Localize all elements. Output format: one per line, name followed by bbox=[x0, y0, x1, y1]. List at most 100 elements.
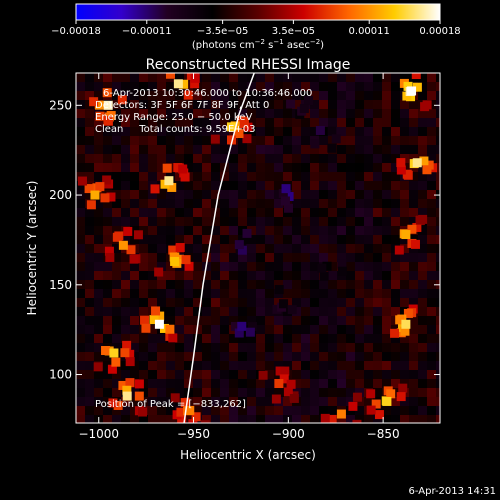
heatmap-cell bbox=[310, 100, 319, 109]
heatmap-hot-cell bbox=[386, 389, 396, 399]
heatmap-cell bbox=[346, 262, 355, 271]
heatmap-cell bbox=[139, 217, 148, 226]
heatmap-cell bbox=[184, 235, 193, 244]
heatmap-cell bbox=[319, 316, 328, 325]
heatmap-cell bbox=[364, 226, 373, 235]
heatmap-cell bbox=[139, 226, 148, 235]
colorbar-tick-label: 0.00018 bbox=[419, 26, 460, 37]
heatmap-cell bbox=[418, 262, 427, 271]
heatmap-cell bbox=[328, 325, 337, 334]
heatmap-cell bbox=[319, 298, 328, 307]
heatmap-cell bbox=[301, 352, 310, 361]
heatmap-cell bbox=[301, 136, 310, 145]
heatmap-cell bbox=[391, 190, 400, 199]
heatmap-cell bbox=[112, 289, 121, 298]
heatmap-cell bbox=[436, 415, 440, 423]
heatmap-peak-cell bbox=[164, 176, 174, 186]
heatmap-hot-cell bbox=[234, 129, 244, 139]
heatmap-cold-cell bbox=[310, 139, 320, 149]
colorbar-ticks: −0.00018 −0.00011 −3.5e−05 3.5e−05 0.00011 0.… bbox=[51, 20, 461, 37]
heatmap-cell bbox=[247, 145, 256, 154]
heatmap-cell bbox=[94, 127, 103, 136]
heatmap-cell bbox=[301, 316, 310, 325]
heatmap-cell bbox=[382, 190, 391, 199]
heatmap-cell bbox=[256, 325, 265, 334]
heatmap-cell bbox=[112, 226, 121, 235]
heatmap-cell bbox=[103, 154, 112, 163]
heatmap-cell bbox=[265, 370, 274, 379]
heatmap-cell bbox=[301, 145, 310, 154]
heatmap-cell bbox=[238, 235, 247, 244]
heatmap-cell bbox=[382, 109, 391, 118]
heatmap-cell bbox=[139, 82, 148, 91]
heatmap-cell bbox=[427, 154, 436, 163]
heatmap-cell bbox=[157, 244, 166, 253]
heatmap-cell bbox=[247, 298, 256, 307]
heatmap-cell bbox=[211, 226, 220, 235]
heatmap-cell bbox=[85, 415, 94, 423]
heatmap-cell bbox=[256, 361, 265, 370]
heatmap-cell bbox=[139, 118, 148, 127]
heatmap-cell bbox=[319, 208, 328, 217]
heatmap-cell bbox=[175, 181, 184, 190]
heatmap-cell bbox=[427, 415, 436, 423]
heatmap-cell bbox=[283, 343, 292, 352]
heatmap-cell bbox=[139, 343, 148, 352]
heatmap-cell bbox=[157, 118, 166, 127]
heatmap-cell bbox=[175, 73, 184, 82]
heatmap-cell bbox=[274, 190, 283, 199]
heatmap-cell bbox=[229, 91, 238, 100]
heatmap-cell bbox=[202, 253, 211, 262]
heatmap-cell bbox=[400, 415, 409, 423]
heatmap-cell bbox=[148, 190, 157, 199]
heatmap-cell bbox=[85, 262, 94, 271]
heatmap-cell bbox=[328, 370, 337, 379]
heatmap-cell bbox=[292, 190, 301, 199]
heatmap-cell bbox=[337, 82, 346, 91]
heatmap-cell bbox=[436, 181, 440, 190]
heatmap-cell bbox=[337, 217, 346, 226]
heatmap-cell bbox=[139, 145, 148, 154]
heatmap-cell bbox=[283, 91, 292, 100]
heatmap-cell bbox=[184, 370, 193, 379]
heatmap-cell bbox=[94, 244, 103, 253]
heatmap-cell bbox=[85, 91, 94, 100]
heatmap-cell bbox=[418, 325, 427, 334]
heatmap-cell bbox=[436, 82, 440, 91]
heatmap-cell bbox=[166, 136, 175, 145]
heatmap-cell bbox=[202, 109, 211, 118]
heatmap-cell bbox=[139, 100, 148, 109]
heatmap-cell bbox=[310, 208, 319, 217]
heatmap-cell bbox=[265, 388, 274, 397]
heatmap-cell bbox=[274, 163, 283, 172]
heatmap-cell bbox=[211, 325, 220, 334]
heatmap-cell bbox=[247, 280, 256, 289]
heatmap-cell bbox=[121, 307, 130, 316]
heatmap-cell bbox=[121, 271, 130, 280]
heatmap-cell bbox=[229, 226, 238, 235]
heatmap-hot-cell bbox=[155, 311, 165, 321]
heatmap-cell bbox=[364, 145, 373, 154]
heatmap-cell bbox=[409, 127, 418, 136]
heatmap-hot-cell bbox=[324, 424, 333, 433]
heatmap-cell bbox=[157, 109, 166, 118]
heatmap-cell bbox=[364, 415, 373, 423]
heatmap-cell bbox=[193, 253, 202, 262]
heatmap-cell bbox=[364, 109, 373, 118]
heatmap-cell bbox=[211, 397, 220, 406]
heatmap-cell bbox=[94, 334, 103, 343]
heatmap-cell bbox=[94, 325, 103, 334]
heatmap-cold-cell bbox=[327, 126, 337, 136]
heatmap-cell bbox=[328, 406, 337, 415]
heatmap-cell bbox=[130, 352, 139, 361]
heatmap-cell bbox=[310, 280, 319, 289]
heatmap-cell bbox=[337, 352, 346, 361]
heatmap-hot-cell bbox=[327, 414, 337, 423]
heatmap-cell bbox=[202, 118, 211, 127]
heatmap-cell bbox=[256, 235, 265, 244]
heatmap-cell bbox=[121, 73, 130, 82]
heatmap-cell bbox=[184, 280, 193, 289]
heatmap-cell bbox=[238, 271, 247, 280]
heatmap-cell bbox=[256, 109, 265, 118]
heatmap-cell bbox=[220, 388, 229, 397]
